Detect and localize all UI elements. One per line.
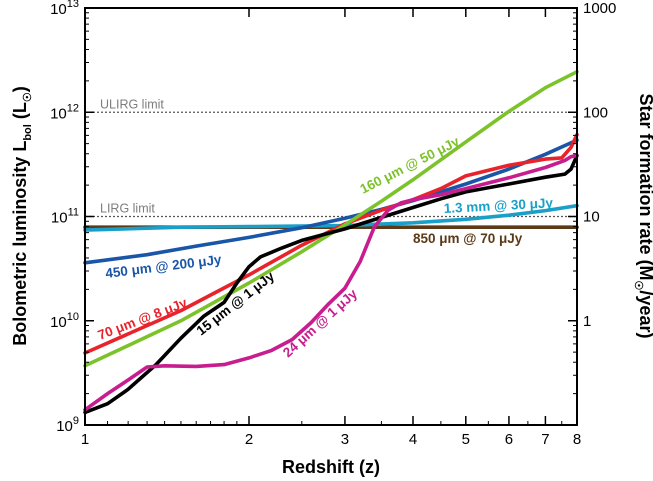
x-tick-label-2: 3: [341, 431, 349, 448]
x-axis-title: Redshift (z): [282, 457, 380, 477]
y-axis-title-right: Star formation rate (M☉/year): [632, 94, 653, 339]
series-line-3: [83, 132, 579, 355]
series-label-70: 70 μm @ 8 μJy: [96, 295, 190, 343]
x-tick-label-6: 7: [541, 431, 549, 448]
y-left-tick-exponent: 9: [73, 415, 79, 427]
y-left-tick-label-0: 109: [56, 415, 79, 435]
reference-label-0: ULIRG limit: [100, 97, 164, 111]
x-tick-label-5: 6: [505, 431, 513, 448]
y-left-tick-label-4: 1013: [50, 0, 79, 18]
series-line-4: [83, 69, 579, 368]
y-left-tick-base: 10: [50, 314, 67, 331]
series-line-6: [83, 153, 579, 412]
y-axis-title-left: Bolometric luminosity Lbol (L☉): [10, 86, 34, 345]
y-right-tick-label-3: 1000: [583, 0, 616, 17]
y-left-tick-exponent: 12: [67, 102, 79, 114]
y-right-title-main: Star formation rate (M: [636, 94, 653, 281]
y-left-tick-exponent: 11: [68, 207, 79, 219]
x-tick-label-7: 8: [573, 431, 581, 448]
y-left-tick-base: 10: [50, 1, 67, 18]
series-label-850: 850 μm @ 70 μJy: [413, 231, 523, 246]
y-right-tick-label-0: 1: [583, 313, 591, 330]
y-left-tick-label-1: 1010: [50, 311, 79, 331]
y-left-tick-exponent: 13: [67, 0, 79, 10]
series-label-24: 24 μm @ 1 μJy: [280, 286, 360, 361]
y-left-title-main: Bolometric luminosity L: [10, 141, 30, 346]
series-lines: [83, 69, 579, 415]
y-left-tick-label-3: 1012: [50, 102, 79, 122]
reference-label-1: LIRG limit: [100, 202, 155, 216]
y-left-tick-base: 10: [50, 105, 67, 122]
y-left-tick-base: 10: [51, 210, 68, 227]
series-label-15: 15 μm @ 1 μJy: [194, 268, 278, 338]
y-left-tick-label-2: 1011: [51, 207, 79, 227]
x-tick-label-3: 4: [409, 431, 417, 448]
x-tick-label-1: 2: [245, 431, 253, 448]
y-left-title-sub: bol: [22, 124, 34, 141]
axis-ticks: [84, 7, 578, 426]
series-line-1: [83, 203, 579, 232]
y-right-tick-label-1: 10: [583, 209, 600, 226]
series-line-5: [83, 153, 579, 415]
x-tick-label-4: 5: [462, 431, 470, 448]
y-left-title-sun-symbol: ☉: [22, 92, 34, 102]
x-tick-label-0: 1: [81, 431, 89, 448]
y-left-tick-exponent: 10: [67, 311, 79, 323]
y-right-title-close: /year): [636, 290, 653, 338]
y-left-tick-base: 10: [56, 418, 73, 435]
y-left-title-unit-open: (L: [10, 102, 30, 124]
y-right-tick-label-2: 100: [583, 104, 608, 121]
y-right-title-sun-symbol: ☉: [632, 281, 644, 291]
series-label-1300: 1.3 mm @ 30 μJy: [443, 195, 553, 216]
reference-lines: ULIRG limit LIRG limit: [85, 97, 577, 218]
y-left-title-unit-close: ): [10, 86, 30, 92]
